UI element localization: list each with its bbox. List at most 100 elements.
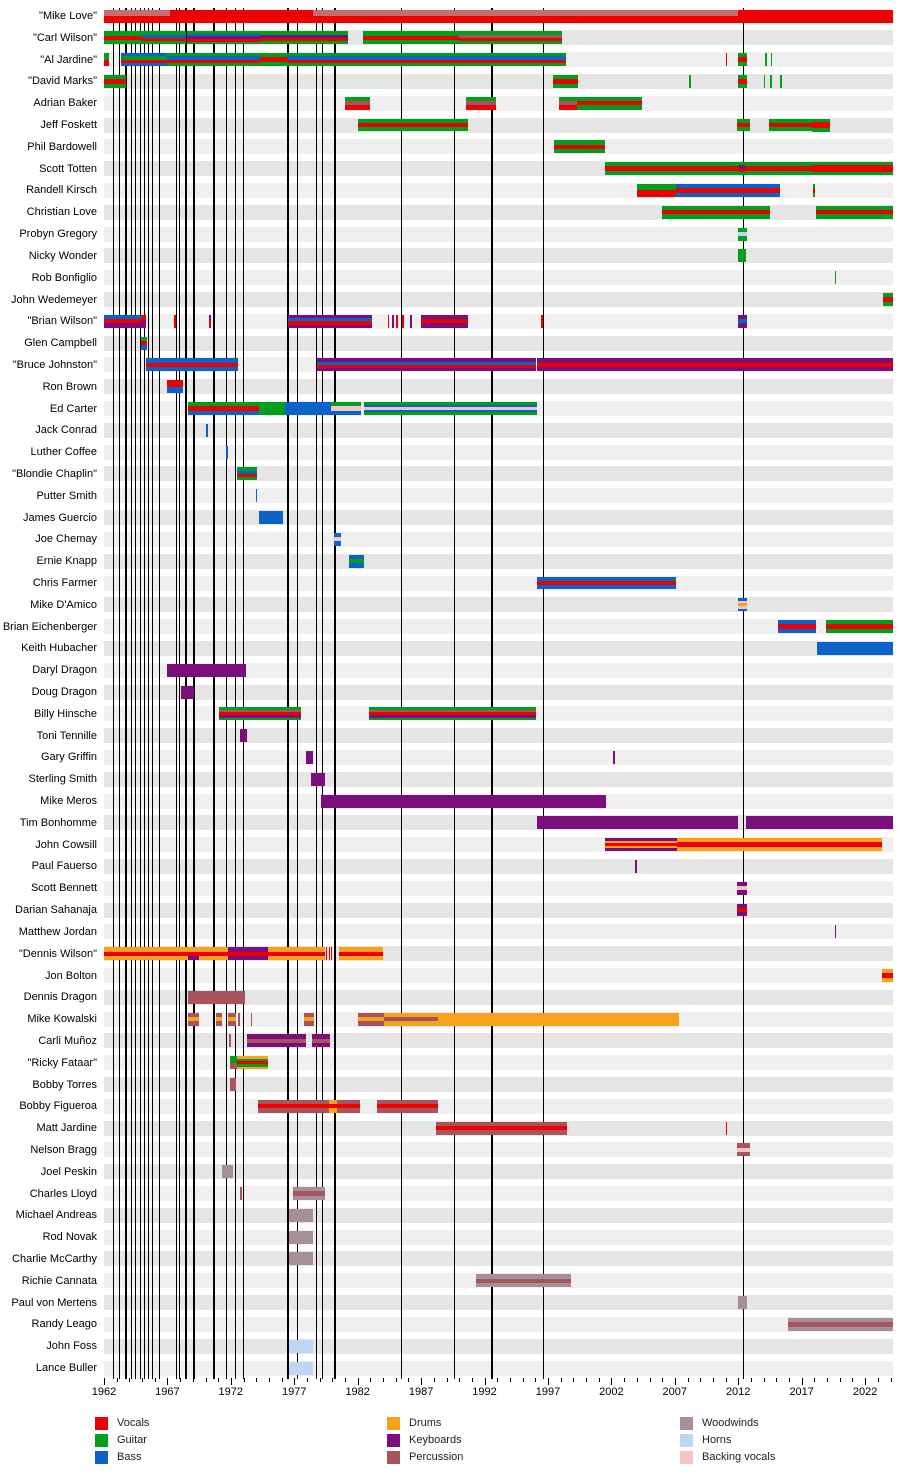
instrument-stripe-bass — [145, 367, 239, 372]
instrument-stripe-drums — [677, 838, 882, 843]
instrument-stripe-vocals — [725, 53, 728, 67]
member-row-band — [104, 313, 893, 329]
instrument-stripe-percussion — [237, 1012, 240, 1026]
member-label: Nicky Wonder — [28, 249, 97, 262]
instrument-stripe-guitar — [763, 74, 766, 88]
member-row-band — [104, 510, 893, 525]
instrument-stripe-bass — [333, 541, 342, 546]
timeline-bar — [145, 358, 239, 372]
instrument-stripe-percussion — [436, 1130, 567, 1135]
instrument-stripe-vocals — [104, 35, 143, 40]
instrument-stripe-guitar — [362, 39, 460, 45]
timeline-bar — [811, 162, 893, 176]
x-axis-tick — [560, 1378, 562, 1382]
instrument-stripe-bass — [104, 314, 141, 320]
timeline-bar — [676, 183, 781, 197]
album-release-line — [130, 8, 133, 1379]
member-row-band — [104, 1295, 893, 1311]
member-label: "Mike Love" — [39, 10, 97, 22]
legend-label: Keyboards — [409, 1434, 462, 1446]
x-axis-tick — [738, 1378, 740, 1385]
instrument-stripe-bass — [738, 608, 748, 612]
instrument-stripe-vocals — [167, 380, 183, 387]
member-label: Rod Novak — [42, 1231, 97, 1244]
instrument-stripe-vocals — [141, 340, 148, 346]
member-label: Probyn Gregory — [19, 228, 97, 241]
instrument-stripe-vocals — [326, 947, 328, 961]
instrument-stripe-vocals — [219, 712, 301, 716]
timeline-bar — [541, 314, 543, 328]
member-row-band — [104, 379, 893, 395]
member-label: Randell Kirsch — [26, 184, 97, 197]
instrument-stripe-guitar — [286, 53, 566, 57]
x-axis-tick — [446, 1378, 448, 1382]
legend-swatch-vocals — [95, 1417, 108, 1430]
instrument-stripe-keyboards — [634, 859, 637, 873]
instrument-stripe-bass — [331, 410, 362, 415]
timeline-bar — [237, 467, 258, 481]
instrument-stripe-vocals — [676, 188, 781, 193]
instrument-stripe-guitar — [662, 214, 770, 219]
timeline-bar — [437, 1012, 679, 1026]
instrument-stripe-woodwinds — [787, 1326, 893, 1331]
instrument-stripe-vocals — [257, 1104, 329, 1109]
timeline-bar — [333, 532, 342, 546]
instrument-stripe-vocals_muted — [104, 9, 170, 16]
member-label: Darian Sahanaja — [15, 904, 97, 916]
legend-label: Bass — [117, 1451, 142, 1463]
instrument-stripe-keyboards — [745, 816, 893, 830]
timeline-bar — [636, 183, 677, 197]
timeline-bar — [605, 838, 678, 852]
instrument-stripe-keyboards — [317, 368, 537, 372]
instrument-stripe-drums — [328, 1108, 338, 1113]
instrument-stripe-guitar — [364, 402, 537, 405]
instrument-stripe-guitar — [738, 53, 748, 58]
instrument-stripe-drums — [304, 1016, 315, 1022]
instrument-stripe-drums — [237, 1066, 268, 1070]
member-label: Mike D'Amico — [30, 598, 97, 611]
instrument-stripe-percussion — [250, 1012, 253, 1026]
x-axis-tick — [484, 1378, 486, 1385]
x-axis-tick — [256, 1378, 258, 1382]
instrument-stripe-percussion — [304, 1021, 315, 1026]
album-release-line — [124, 8, 127, 1379]
member-label: Ron Brown — [42, 380, 97, 393]
member-row-band — [104, 575, 893, 591]
instrument-stripe-percussion — [257, 1108, 329, 1113]
x-axis-tick — [535, 1378, 537, 1382]
instrument-stripe-bass — [141, 345, 148, 350]
member-label: Brian Eichenberger — [2, 620, 97, 633]
instrument-stripe-keyboards — [391, 314, 394, 328]
instrument-stripe-bass — [237, 470, 258, 474]
instrument-stripe-drums — [237, 1056, 268, 1059]
instrument-stripe-guitar — [369, 717, 537, 721]
instrument-stripe-backing_vocals — [738, 606, 748, 609]
timeline-bar — [634, 859, 637, 873]
instrument-stripe-guitar — [738, 74, 748, 80]
instrument-stripe-woodwinds — [289, 1208, 314, 1222]
instrument-stripe-guitar — [465, 96, 496, 102]
timeline-bar — [536, 576, 677, 590]
instrument-stripe-keyboards — [228, 955, 268, 961]
instrument-stripe-percussion — [257, 1099, 329, 1105]
timeline-bar — [402, 314, 404, 328]
x-axis-label: 2012 — [725, 1386, 751, 1398]
timeline-bar — [662, 205, 770, 219]
member-row-band — [104, 728, 893, 744]
instrument-stripe-vocals — [881, 973, 893, 978]
timeline-bar — [104, 314, 141, 328]
timeline-bar — [261, 31, 348, 45]
instrument-stripe-guitar — [768, 118, 812, 123]
instrument-stripe-vocals — [402, 314, 404, 328]
timeline-bar — [289, 1230, 314, 1244]
x-axis-tick — [548, 1378, 549, 1385]
member-row-band — [104, 226, 893, 242]
timeline-bar — [364, 402, 537, 415]
instrument-stripe-guitar — [331, 402, 362, 407]
instrument-stripe-vocals — [260, 57, 287, 62]
x-axis-tick — [167, 1378, 169, 1385]
legend-label: Horns — [702, 1434, 732, 1446]
instrument-stripe-guitar — [357, 127, 469, 132]
instrument-stripe-keyboards — [317, 358, 537, 362]
legend-swatch-woodwinds — [680, 1417, 693, 1430]
